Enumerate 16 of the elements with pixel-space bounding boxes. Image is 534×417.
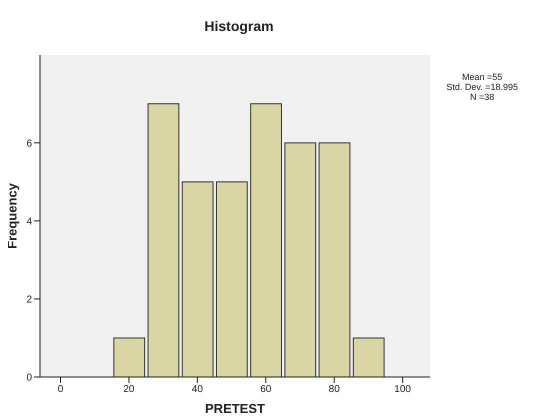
x-tick-label: 80 — [328, 384, 340, 396]
x-tick-label: 20 — [123, 384, 135, 396]
text: Mean =55 — [461, 72, 504, 82]
x-tick-label: 0 — [58, 384, 64, 396]
y-tick-label: 6 — [26, 138, 32, 150]
x-tick-label: 100 — [394, 384, 412, 396]
chart-title: Histogram — [203, 18, 275, 34]
text: N =38 — [469, 92, 496, 102]
y-tick-label: 4 — [26, 216, 32, 228]
x-axis-title: PRETEST — [205, 401, 266, 416]
y-tick-label: 0 — [26, 372, 32, 384]
x-tick-label: 40 — [192, 384, 204, 396]
y-axis-title: Frequency — [4, 182, 20, 249]
x-tick-label: 60 — [260, 384, 272, 396]
y-tick-label: 2 — [26, 294, 32, 306]
text: Std. Dev. =18.995 — [446, 82, 518, 92]
